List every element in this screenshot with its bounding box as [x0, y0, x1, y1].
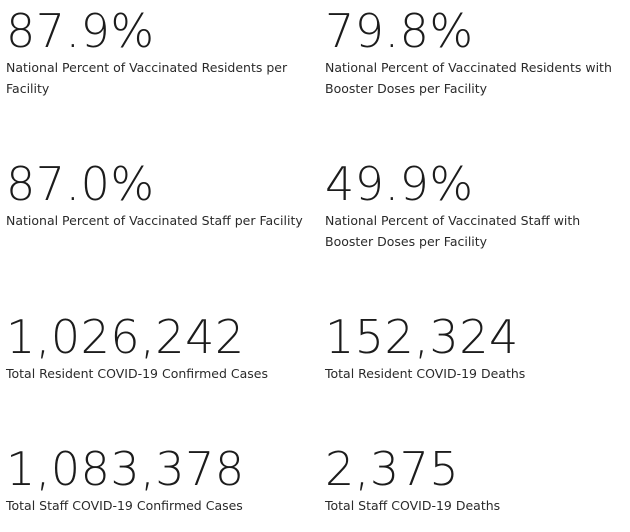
stat-value: 2,375	[325, 442, 460, 496]
stat-booster-residents: 79.8% National Percent of Vaccinated Res…	[325, 5, 625, 99]
stat-label: National Percent of Vaccinated Residents…	[6, 60, 288, 96]
stat-booster-staff: 49.9% National Percent of Vaccinated Sta…	[325, 158, 625, 252]
stat-vaccinated-residents: 87.9% National Percent of Vaccinated Res…	[6, 5, 306, 99]
stat-value: 79.8%	[325, 4, 474, 58]
stat-resident-cases: 1,026,242 Total Resident COVID-19 Confir…	[6, 311, 306, 384]
stat-label: National Percent of Vaccinated Residents…	[325, 60, 612, 96]
stat-value: 1,026,242	[6, 310, 245, 364]
stat-label: Total Staff COVID-19 Deaths	[325, 498, 501, 513]
stat-vaccinated-staff: 87.0% National Percent of Vaccinated Sta…	[6, 158, 306, 231]
stat-resident-deaths: 152,324 Total Resident COVID-19 Deaths	[325, 311, 625, 384]
stat-staff-deaths: 2,375 Total Staff COVID-19 Deaths	[325, 443, 625, 516]
stat-staff-cases: 1,083,378 Total Staff COVID-19 Confirmed…	[6, 443, 306, 516]
stat-label: Total Resident COVID-19 Confirmed Cases	[6, 366, 268, 381]
stat-value: 87.0%	[6, 157, 155, 211]
stat-value: 152,324	[325, 310, 519, 364]
stat-label: Total Resident COVID-19 Deaths	[325, 366, 526, 381]
stat-value: 1,083,378	[6, 442, 245, 496]
stat-label: Total Staff COVID-19 Confirmed Cases	[6, 498, 243, 513]
stat-label: National Percent of Vaccinated Staff per…	[6, 213, 303, 228]
stat-value: 49.9%	[325, 157, 474, 211]
stat-value: 87.9%	[6, 4, 155, 58]
stat-label: National Percent of Vaccinated Staff wit…	[325, 213, 581, 249]
